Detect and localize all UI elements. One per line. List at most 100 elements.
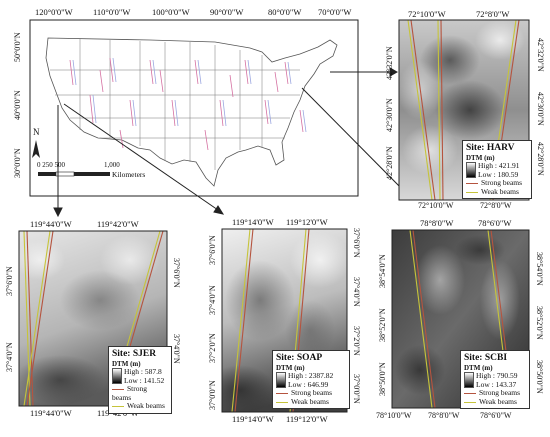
scbi-site-label: Site: SCBI xyxy=(464,353,508,363)
dtm-ramp-icon xyxy=(112,367,122,384)
scbi-legend: Site: SCBI DTM (m) High : 790.59 Low : 1… xyxy=(460,350,530,410)
sjer-site-label: Site: SJER xyxy=(112,349,157,359)
soap-weak-label: Weak beams xyxy=(291,396,329,406)
scbi-left-tick: 38°54'0"N xyxy=(378,254,387,288)
weak-beam-swatch-icon xyxy=(466,191,478,193)
harv-bottom-tick: 72°10'0"W xyxy=(418,201,454,210)
overview-lon-tick: 120°0'0"W xyxy=(35,7,73,17)
overview-lon-tick: 100°0'0"W xyxy=(152,7,190,17)
harv-legend: Site: HARV DTM (m) High : 421.91 Low : 1… xyxy=(462,140,532,200)
sjer-weak-label: Weak beams xyxy=(127,401,165,411)
scbi-bottom-tick: 78°6'0"W xyxy=(480,411,512,420)
scbi-left-tick: 38°52'0"N xyxy=(378,308,387,342)
scale-numbers: 0 250 500 xyxy=(37,161,65,169)
soap-right-tick: 37°6'0"N xyxy=(352,228,361,258)
scbi-bottom-tick: 78°10'0"W xyxy=(376,411,412,420)
harv-left-tick: 42°28'0"N xyxy=(385,146,394,180)
soap-bottom-tick: 119°12'0"W xyxy=(286,414,328,424)
harv-right-tick: 42°32'0"N xyxy=(536,38,545,72)
scbi-left-tick: 38°50'0"N xyxy=(378,362,387,396)
scbi-bottom-tick: 78°8'0"W xyxy=(428,411,460,420)
strong-beam-swatch-icon xyxy=(112,389,124,390)
scale-unit: Kilometers xyxy=(112,170,146,179)
overview-lon-tick: 90°0'0"W xyxy=(210,7,244,17)
sjer-dtm-title: DTM (m) xyxy=(112,359,141,368)
overview-lat-tick: 40°0'0"N xyxy=(13,90,22,120)
sjer-legend: Site: SJER DTM (m) High : 587.8 Low : 14… xyxy=(108,346,172,415)
sjer-high: High : 587.8 xyxy=(124,366,162,376)
scale-bar xyxy=(38,171,110,177)
overview-lon-tick: 80°0'0"W xyxy=(268,7,302,17)
overview-tracks xyxy=(69,57,307,151)
scbi-top-tick: 78°8'0"W xyxy=(420,218,454,228)
sjer-strong-label: Strong beams xyxy=(112,384,148,402)
harv-frame xyxy=(398,19,530,201)
north-arrow-icon xyxy=(32,140,40,158)
weak-beam-swatch-icon xyxy=(276,401,288,403)
harv-low: Low : 180.59 xyxy=(478,169,519,179)
harv-weak-label: Weak beams xyxy=(481,186,519,196)
dtm-ramp-icon xyxy=(276,371,286,388)
soap-left-tick: 37°4'0"N xyxy=(208,285,217,315)
scbi-weak-label: Weak beams xyxy=(479,396,517,406)
harv-left-tick: 42°32'0"N xyxy=(385,46,394,80)
harv-right-tick: 42°30'0"N xyxy=(536,92,545,126)
soap-top-tick: 119°14'0"W xyxy=(232,217,274,227)
harv-high: High : 421.91 xyxy=(478,160,520,170)
strong-beam-swatch-icon xyxy=(464,393,476,394)
soap-high: High : 2387.82 xyxy=(288,370,334,380)
soap-top-tick: 119°12'0"W xyxy=(286,217,328,227)
soap-right-tick: 37°4'0"N xyxy=(352,277,361,307)
harv-top-tick: 72°10'0"W xyxy=(408,9,446,19)
strong-beam-swatch-icon xyxy=(466,183,478,184)
sjer-bottom-tick: 119°44'0"W xyxy=(30,408,72,418)
soap-frame xyxy=(221,228,348,413)
soap-right-tick: 37°0'0"N xyxy=(352,374,361,404)
harv-right-tick: 42°28'0"N xyxy=(536,142,545,176)
state-lines xyxy=(50,39,300,170)
scbi-right-tick: 38°52'0"N xyxy=(535,306,544,340)
north-label: N xyxy=(33,127,40,137)
overview-lon-tick: 110°0'0"W xyxy=(93,7,131,17)
soap-right-tick: 37°2'0"N xyxy=(352,326,361,356)
sjer-left-tick: 37°4'0"N xyxy=(5,342,14,372)
dtm-ramp-icon xyxy=(464,371,474,388)
soap-left-tick: 37°2'0"N xyxy=(208,333,217,363)
soap-legend: Site: SOAP DTM (m) High : 2387.82 Low : … xyxy=(272,350,350,410)
weak-beam-swatch-icon xyxy=(112,406,124,408)
soap-left-tick: 37°0'0"N xyxy=(208,380,217,410)
harv-top-tick: 72°8'0"W xyxy=(476,9,510,19)
overview-lat-tick: 50°0'0"N xyxy=(13,32,22,62)
dtm-ramp-icon xyxy=(466,161,476,178)
soap-low: Low : 646.99 xyxy=(288,379,329,389)
harv-site-label: Site: HARV xyxy=(466,143,515,153)
harv-dtm-title: DTM (m) xyxy=(466,153,495,162)
us-outline xyxy=(45,37,338,187)
harv-strong-label: Strong beams xyxy=(481,178,523,188)
soap-dtm-title: DTM (m) xyxy=(276,363,305,372)
sjer-right-tick: 37°6'0"N xyxy=(172,258,181,288)
harv-bottom-tick: 72°8'0"W xyxy=(480,201,512,210)
scbi-dtm-title: DTM (m) xyxy=(464,363,493,372)
sjer-top-tick: 119°44'0"W xyxy=(30,219,72,229)
scbi-right-tick: 38°54'0"N xyxy=(535,252,544,286)
scbi-top-tick: 78°6'0"W xyxy=(478,218,512,228)
scbi-high: High : 790.59 xyxy=(476,370,518,380)
scale-end: 1,000 xyxy=(104,161,120,169)
sjer-frame xyxy=(18,230,168,407)
soap-strong-label: Strong beams xyxy=(291,388,333,398)
scbi-strong-label: Strong beams xyxy=(479,388,521,398)
soap-bottom-tick: 119°14'0"W xyxy=(232,414,274,424)
weak-beam-swatch-icon xyxy=(464,401,476,403)
sjer-low: Low : 141.52 xyxy=(124,375,165,385)
harv-left-tick: 42°30'0"N xyxy=(385,98,394,132)
sjer-left-tick: 37°6'0"N xyxy=(5,266,14,296)
soap-site-label: Site: SOAP xyxy=(276,353,323,363)
sjer-right-tick: 37°4'0"N xyxy=(172,334,181,364)
overview-lat-tick: 30°0'0"N xyxy=(13,148,22,178)
sjer-top-tick: 119°42'0"W xyxy=(97,219,139,229)
scbi-right-tick: 38°50'0"N xyxy=(535,360,544,394)
overview-lon-tick: 70°0'0"W xyxy=(318,7,352,17)
strong-beam-swatch-icon xyxy=(276,393,288,394)
soap-left-tick: 37°6'0"N xyxy=(208,235,217,265)
